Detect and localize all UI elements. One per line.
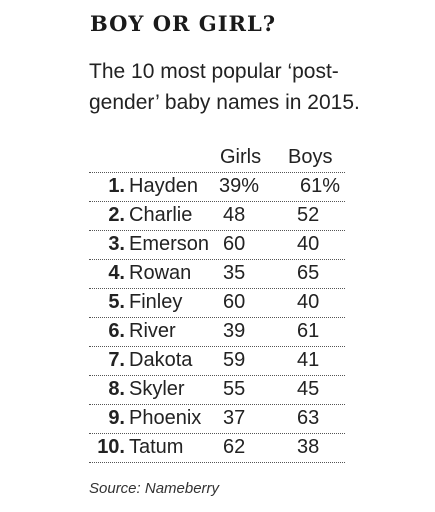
boys-percent-cell: 61 — [297, 320, 320, 342]
name-cell: Dakota — [129, 349, 193, 371]
boys-percent-cell: 41 — [297, 349, 320, 371]
table-row: 9. Phoenix 37 63 — [89, 405, 345, 434]
name-cell: River — [129, 320, 176, 342]
name-cell: Rowan — [129, 262, 192, 284]
name-cell: Phoenix — [129, 407, 202, 429]
boys-percent-cell: 38 — [297, 436, 320, 458]
boys-percent-cell: 40 — [297, 291, 320, 313]
boys-percent-cell: 40 — [297, 233, 320, 255]
boys-percent-cell: 61% — [300, 175, 341, 197]
rank-cell: 8. — [108, 378, 125, 400]
boys-percent-cell: 63 — [297, 407, 320, 429]
table-row: 8. Skyler 55 45 — [89, 376, 345, 405]
girls-percent-cell: 35 — [223, 262, 246, 284]
rank-cell: 4. — [108, 262, 125, 284]
boys-percent-cell: 45 — [297, 378, 320, 400]
girls-percent-cell: 37 — [223, 407, 246, 429]
source-note: Source: Nameberry — [89, 480, 220, 497]
girls-percent-cell: 62 — [223, 436, 246, 458]
name-cell: Hayden — [129, 175, 198, 197]
girls-percent-cell: 55 — [223, 378, 246, 400]
name-cell: Emerson — [129, 233, 210, 255]
table-row: 10. Tatum 62 38 — [89, 434, 345, 463]
table-row: 5. Finley 60 40 — [89, 289, 345, 318]
name-cell: Tatum — [129, 436, 184, 458]
table-row: 3. Emerson 60 40 — [89, 231, 345, 260]
girls-percent-cell: 59 — [223, 349, 246, 371]
table-body: 1. Hayden 39% 61% 2. Charlie 48 52 3. Emerson 60 40… — [89, 173, 345, 463]
name-cell: Charlie — [129, 204, 193, 226]
name-cell: Skyler — [129, 378, 185, 400]
boys-percent-cell: 65 — [297, 262, 320, 284]
table-row: 4. Rowan 35 65 — [89, 260, 345, 289]
chart-subtitle: The 10 most popular ‘post-gender’ baby n… — [89, 60, 360, 114]
column-header-girls: Girls — [220, 146, 262, 168]
girls-percent-cell: 48 — [223, 204, 246, 226]
chart-title: BOY OR GIRL? — [90, 11, 277, 36]
names-table: Girls Boys 1. Hayden 39% 61% 2. Charlie 48 52 3.… — [89, 146, 345, 463]
rank-cell: 9. — [108, 407, 125, 429]
rank-cell: 1. — [108, 175, 125, 197]
table-row: 7. Dakota 59 41 — [89, 347, 345, 376]
rank-cell: 5. — [108, 291, 125, 313]
rank-cell: 7. — [108, 349, 125, 371]
girls-percent-cell: 60 — [223, 233, 246, 255]
name-cell: Finley — [129, 291, 183, 313]
girls-percent-cell: 39% — [219, 175, 260, 197]
girls-percent-cell: 39 — [223, 320, 246, 342]
boys-percent-cell: 52 — [297, 204, 320, 226]
rank-cell: 10. — [97, 436, 125, 458]
girls-percent-cell: 60 — [223, 291, 246, 313]
rank-cell: 3. — [108, 233, 125, 255]
column-header-boys: Boys — [288, 146, 333, 168]
rank-cell: 2. — [108, 204, 125, 226]
rank-cell: 6. — [108, 320, 125, 342]
table-row: 1. Hayden 39% 61% — [89, 173, 345, 202]
table-header: Girls Boys — [89, 146, 345, 173]
table-row: 6. River 39 61 — [89, 318, 345, 347]
table-row: 2. Charlie 48 52 — [89, 202, 345, 231]
